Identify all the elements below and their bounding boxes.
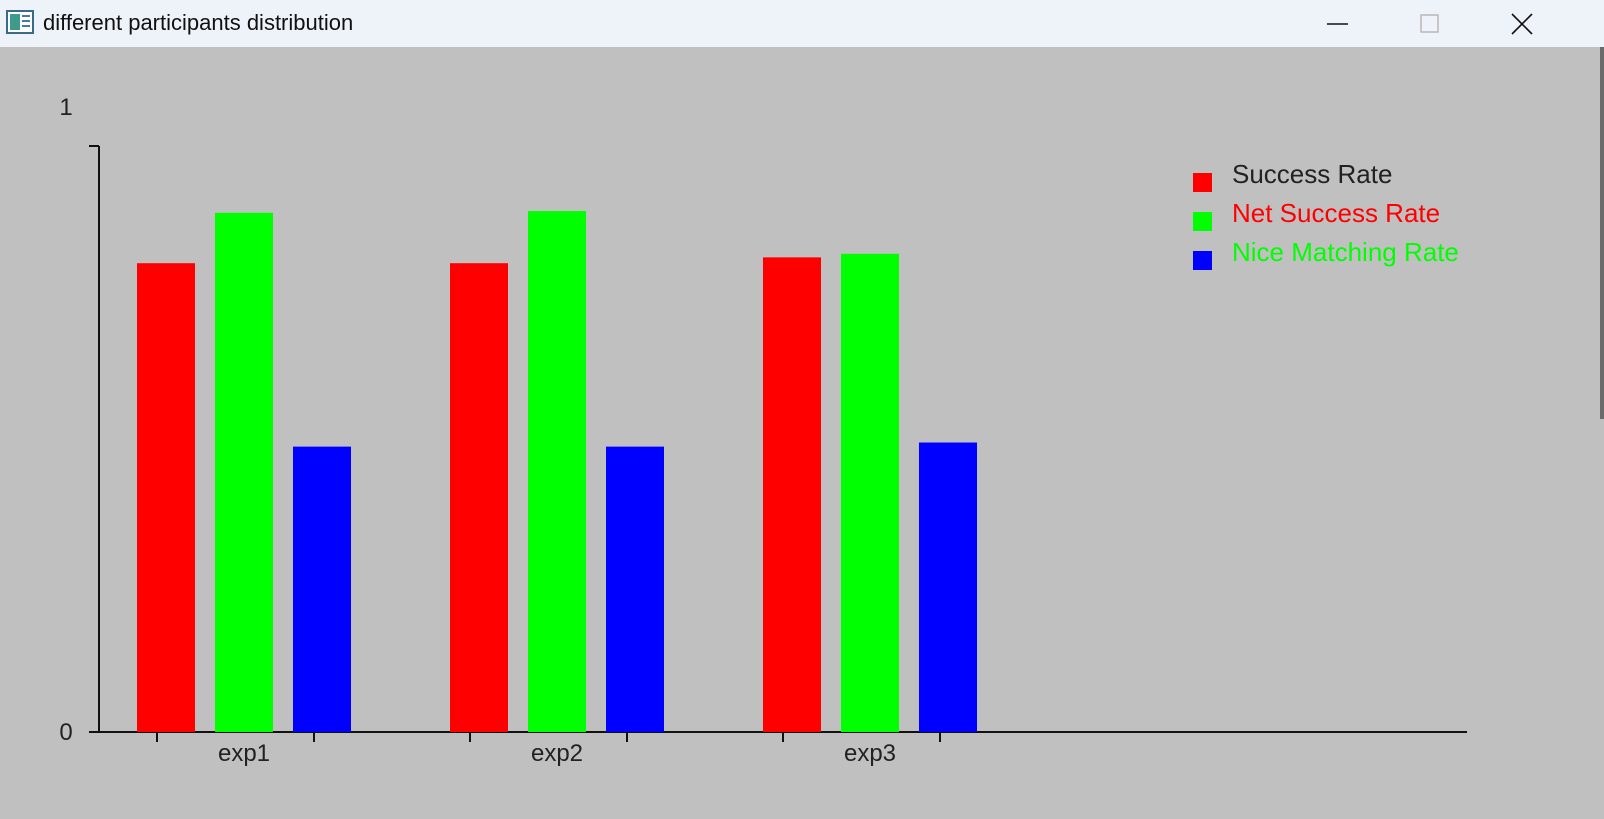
legend-swatch-2 [1193,212,1212,231]
bar-exp1-series-3 [293,446,351,732]
x-tick-label-exp1: exp1 [218,740,270,767]
bar-chart: 1 0 exp1 exp2 exp3 Success Rate Net Success Ra… [59,94,1467,767]
bar-exp3-series-2 [841,253,899,732]
minimize-icon [1327,22,1348,25]
x-tick-label-exp2: exp2 [531,740,583,767]
close-button[interactable] [1476,0,1568,47]
maximize-button[interactable] [1384,0,1476,47]
window-title: different participants distribution [43,10,354,35]
legend-label-3: Nice Matching Rate [1232,237,1459,267]
close-icon [1511,12,1533,35]
scrollbar-edge[interactable] [1600,47,1604,419]
x-tick-label-exp3: exp3 [844,740,896,767]
legend-label-1: Success Rate [1232,159,1392,189]
app-window-icon[interactable] [6,10,34,34]
minimize-button[interactable] [1292,0,1384,47]
bar-exp2-series-2 [528,211,586,732]
y-tick-label-max: 1 [59,94,72,121]
bar-exp1-series-1 [137,263,195,732]
maximize-icon [1420,13,1439,33]
bar-exp2-series-3 [606,446,664,732]
bar-exp3-series-3 [919,442,977,732]
bar-exp1-series-2 [215,212,273,732]
y-tick-label-min: 0 [59,719,72,746]
window-titlebar: different participants distribution [0,0,1604,47]
legend-swatch-1 [1193,173,1212,192]
legend-swatch-3 [1193,251,1212,270]
legend-label-2: Net Success Rate [1232,198,1440,228]
bar-exp3-series-1 [763,257,821,732]
bar-exp2-series-1 [450,263,508,732]
